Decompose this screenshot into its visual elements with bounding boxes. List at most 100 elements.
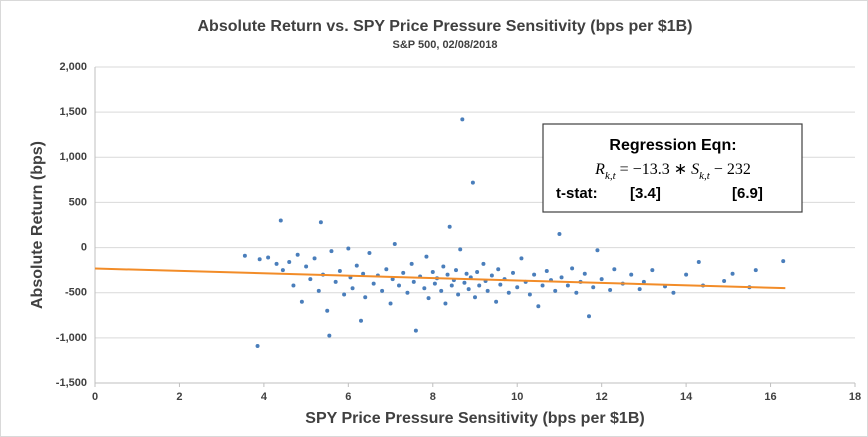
point [430,269,435,274]
point [496,267,501,272]
point [327,333,332,338]
point [540,283,545,288]
point [456,292,461,297]
point [481,261,486,266]
point [443,301,448,306]
point [466,287,471,292]
x-tick-label: 18 [849,391,861,403]
point [454,268,458,273]
y-tick-label: 0 [81,241,87,253]
x-tick-label: 10 [511,391,523,403]
point [384,267,389,272]
point [390,277,395,282]
equation-part: R [594,161,605,178]
point [350,286,355,291]
point [506,290,511,295]
annotation-heading: Regression Eqn: [609,137,736,154]
y-tick-label: 500 [69,196,87,208]
point [536,304,541,309]
point [553,288,558,293]
point [599,277,604,282]
point [730,271,735,276]
point [342,292,347,297]
equation-part: S [691,161,699,178]
point [280,268,285,273]
point [515,285,520,290]
trend-line [94,267,786,290]
point [641,279,646,284]
point [346,246,351,251]
point [595,248,600,253]
point [544,269,549,274]
equation-part: k,t [699,170,711,182]
annotation-stat: [6.9] [732,185,763,202]
point [445,272,450,277]
point [388,301,393,306]
point [684,272,689,277]
point [426,296,431,301]
point [781,259,786,264]
y-tick-label: -500 [65,287,87,299]
point [287,260,292,265]
point [485,288,490,293]
point [591,285,596,290]
point [392,241,397,246]
point [405,290,410,295]
point [557,232,562,237]
annotation-stat-label: t-stat: [556,185,598,202]
point [266,255,271,260]
point [498,282,503,287]
point [494,299,499,304]
point [295,252,300,257]
annotation-box [542,123,803,213]
point [308,277,313,282]
point [359,318,363,323]
x-tick-label: 12 [596,391,608,403]
point [333,279,338,284]
point [511,270,515,275]
point [354,263,359,268]
point [424,254,429,259]
x-tick-label: 6 [345,391,351,403]
x-tick-label: 4 [261,391,268,403]
y-tick-label: -1,000 [56,332,87,344]
equation-part: = −13.3 ∗ [616,161,691,178]
x-tick-label: 16 [764,391,776,403]
point [367,250,372,255]
point [464,271,469,276]
point [325,308,330,313]
point [371,281,376,286]
equation-part: k,t [605,170,617,182]
point [447,224,452,229]
point [291,283,296,288]
point [422,286,427,291]
point [316,288,321,293]
point [574,290,579,295]
point [582,271,587,276]
y-tick-label: 1,000 [59,151,87,163]
x-axis-label: SPY Price Pressure Sensitivity (bps per … [305,410,644,427]
point [363,295,368,300]
point [629,272,634,277]
y-tick-label: 2,000 [59,61,87,73]
annotation-equation: Rk,t = −13.3 ∗ Sk,t − 232 [594,161,751,182]
point [329,249,334,254]
point [489,273,494,278]
y-axis-label: Absolute Return (bps) [29,141,46,309]
point [278,218,283,223]
point [477,283,482,288]
x-tick-label: 8 [430,391,436,403]
point [637,287,642,292]
point [519,256,524,261]
x-tick-label: 0 [92,391,98,403]
point [753,268,758,273]
point [255,343,260,348]
point [304,264,309,269]
point [449,283,454,288]
point [587,314,591,319]
point [242,253,247,258]
x-tick-label: 14 [680,391,693,403]
y-tick-label: -1,500 [56,377,87,389]
